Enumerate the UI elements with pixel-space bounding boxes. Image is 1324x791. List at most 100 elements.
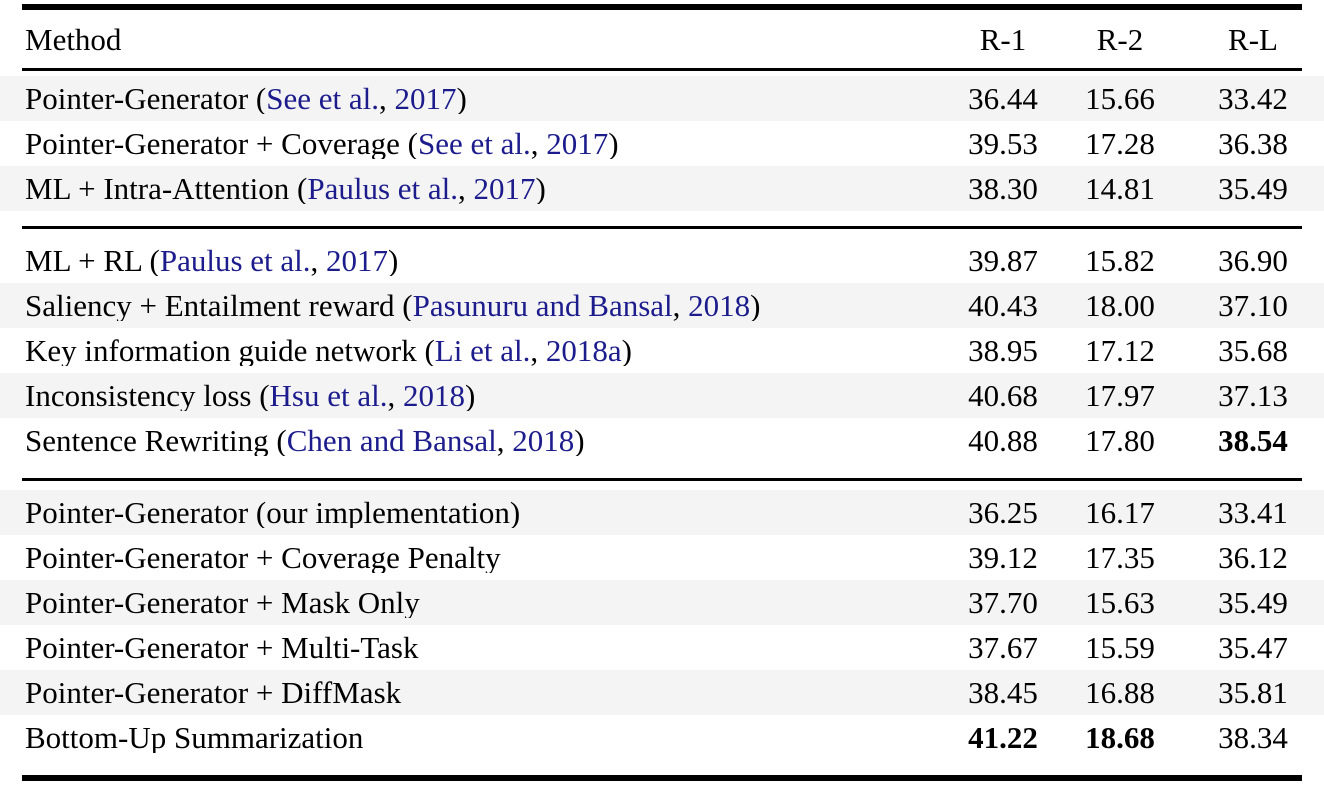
r1-score-cell: 37.67: [968, 630, 1038, 665]
method-text: Pointer-Generator (: [25, 83, 267, 114]
r2-score-cell: 15.63: [1085, 585, 1155, 620]
method-cell: Bottom-Up Summarization: [0, 722, 948, 753]
r2-score-cell: 18.68: [1085, 720, 1155, 755]
method-text: Pointer-Generator + Coverage (: [25, 128, 419, 159]
r1-score-cell: 39.12: [968, 540, 1038, 575]
table-row: Inconsistency loss (Hsu et al., 2018) 40.…: [0, 373, 1324, 418]
bottom-rule: [22, 775, 1302, 781]
rl-score-cell: 36.38: [1218, 126, 1288, 161]
table-row: Pointer-Generator + Coverage Penalty 39.1…: [0, 535, 1324, 580]
table-row: Sentence Rewriting (Chen and Bansal, 201…: [0, 418, 1324, 463]
citation-year-link[interactable]: 2017: [546, 128, 609, 159]
citation-year-link[interactable]: 2018: [512, 425, 575, 456]
method-text: Key information guide network (: [25, 335, 435, 366]
citation-separator: ,: [310, 245, 327, 276]
r2-score-cell: 15.66: [1085, 81, 1155, 116]
method-text: Pointer-Generator + Multi-Task: [25, 632, 419, 663]
column-header-r2: R-2: [1096, 21, 1144, 57]
method-text-close: ): [535, 173, 546, 204]
top-rule: [22, 4, 1302, 10]
rl-score-cell: 38.54: [1218, 423, 1288, 458]
citation-author-link[interactable]: Pasunuru and Bansal: [412, 290, 673, 321]
r1-score-cell: 38.30: [968, 171, 1038, 206]
citation-author-link[interactable]: Paulus et al.: [159, 245, 311, 276]
rl-score-cell: 35.47: [1218, 630, 1288, 665]
r2-score-cell: 15.82: [1085, 243, 1155, 278]
r2-score-cell: 15.59: [1085, 630, 1155, 665]
method-text-close: ): [750, 290, 761, 321]
r1-score-cell: 40.43: [968, 288, 1038, 323]
citation-year-link[interactable]: 2017: [326, 245, 389, 276]
table-row: Pointer-Generator (our implementation) 36…: [0, 490, 1324, 535]
r1-score-cell: 36.44: [968, 81, 1038, 116]
citation-separator: ,: [672, 290, 689, 321]
method-text: Bottom-Up Summarization: [25, 722, 364, 753]
method-text: Sentence Rewriting (: [25, 425, 287, 456]
method-cell: Pointer-Generator (See et al., 2017): [0, 83, 948, 114]
r1-score-cell: 38.95: [968, 333, 1038, 368]
citation-separator: ,: [530, 335, 546, 366]
rl-score-cell: 35.68: [1218, 333, 1288, 368]
table-section: Pointer-Generator (See et al., 2017) 36.4…: [0, 76, 1324, 211]
table-row: Key information guide network (Li et al.…: [0, 328, 1324, 373]
r1-score-cell: 37.70: [968, 585, 1038, 620]
method-text-close: ): [574, 425, 585, 456]
citation-author-link[interactable]: See et al.: [418, 128, 531, 159]
rl-score-cell: 35.49: [1218, 171, 1288, 206]
citation-year-link[interactable]: 2018: [402, 380, 465, 411]
method-text: Saliency + Entailment reward (: [25, 290, 413, 321]
method-cell: ML + RL (Paulus et al., 2017): [0, 245, 948, 276]
table-row: Bottom-Up Summarization 41.22 18.68 38.34: [0, 715, 1324, 760]
method-text-close: ): [608, 128, 619, 159]
rl-score-cell: 38.34: [1218, 720, 1288, 755]
r1-score-cell: 38.45: [968, 675, 1038, 710]
r2-score-cell: 17.12: [1085, 333, 1155, 368]
citation-year-link[interactable]: 2018a: [545, 335, 622, 366]
citation-year-link[interactable]: 2017: [473, 173, 536, 204]
rl-score-cell: 37.10: [1218, 288, 1288, 323]
method-text: Pointer-Generator (our implementation): [25, 497, 521, 528]
citation-separator: ,: [379, 83, 395, 114]
method-text-close: ): [621, 335, 632, 366]
column-header-method: Method: [25, 23, 122, 55]
citation-author-link[interactable]: Hsu et al.: [269, 380, 388, 411]
citation-separator: ,: [496, 425, 513, 456]
method-text-close: ): [388, 245, 399, 276]
method-cell: Inconsistency loss (Hsu et al., 2018): [0, 380, 948, 411]
method-cell: Key information guide network (Li et al.…: [0, 335, 948, 366]
header-rule: [22, 68, 1302, 71]
rl-score-cell: 35.49: [1218, 585, 1288, 620]
method-cell: Pointer-Generator + DiffMask: [0, 677, 948, 708]
r1-score-cell: 40.68: [968, 378, 1038, 413]
table-section: Pointer-Generator (our implementation) 36…: [0, 490, 1324, 760]
rl-score-cell: 36.90: [1218, 243, 1288, 278]
citation-separator: ,: [530, 128, 547, 159]
citation-author-link[interactable]: Li et al.: [434, 335, 531, 366]
citation-separator: ,: [387, 380, 403, 411]
method-cell: Pointer-Generator + Multi-Task: [0, 632, 948, 663]
citation-year-link[interactable]: 2017: [394, 83, 457, 114]
method-text: Pointer-Generator + Coverage Penalty: [25, 542, 501, 573]
method-text: Inconsistency loss (: [25, 380, 270, 411]
method-text-close: ): [464, 380, 476, 411]
r2-score-cell: 17.80: [1085, 423, 1155, 458]
method-cell: Pointer-Generator + Coverage (See et al.…: [0, 128, 948, 159]
method-cell: ML + Intra-Attention (Paulus et al., 201…: [0, 173, 948, 204]
rl-score-cell: 35.81: [1218, 675, 1288, 710]
citation-author-link[interactable]: See et al.: [266, 83, 380, 114]
method-text: Pointer-Generator + Mask Only: [25, 587, 420, 618]
table-body: Pointer-Generator (See et al., 2017) 36.4…: [0, 76, 1324, 760]
citation-year-link[interactable]: 2018: [688, 290, 751, 321]
r2-score-cell: 18.00: [1085, 288, 1155, 323]
r2-score-cell: 17.28: [1085, 126, 1155, 161]
citation-author-link[interactable]: Chen and Bansal: [286, 425, 497, 456]
r1-score-cell: 36.25: [968, 495, 1038, 530]
results-table: Method R-1 R-2 R-L Pointer-Generator (Se…: [0, 4, 1324, 781]
citation-author-link[interactable]: Paulus et al.: [307, 173, 459, 204]
method-cell: Saliency + Entailment reward (Pasunuru a…: [0, 290, 948, 321]
method-cell: Pointer-Generator (our implementation): [0, 497, 948, 528]
column-header-rl: R-L: [1228, 21, 1278, 57]
r2-score-cell: 17.35: [1085, 540, 1155, 575]
rl-score-cell: 36.12: [1218, 540, 1288, 575]
r2-score-cell: 16.88: [1085, 675, 1155, 710]
